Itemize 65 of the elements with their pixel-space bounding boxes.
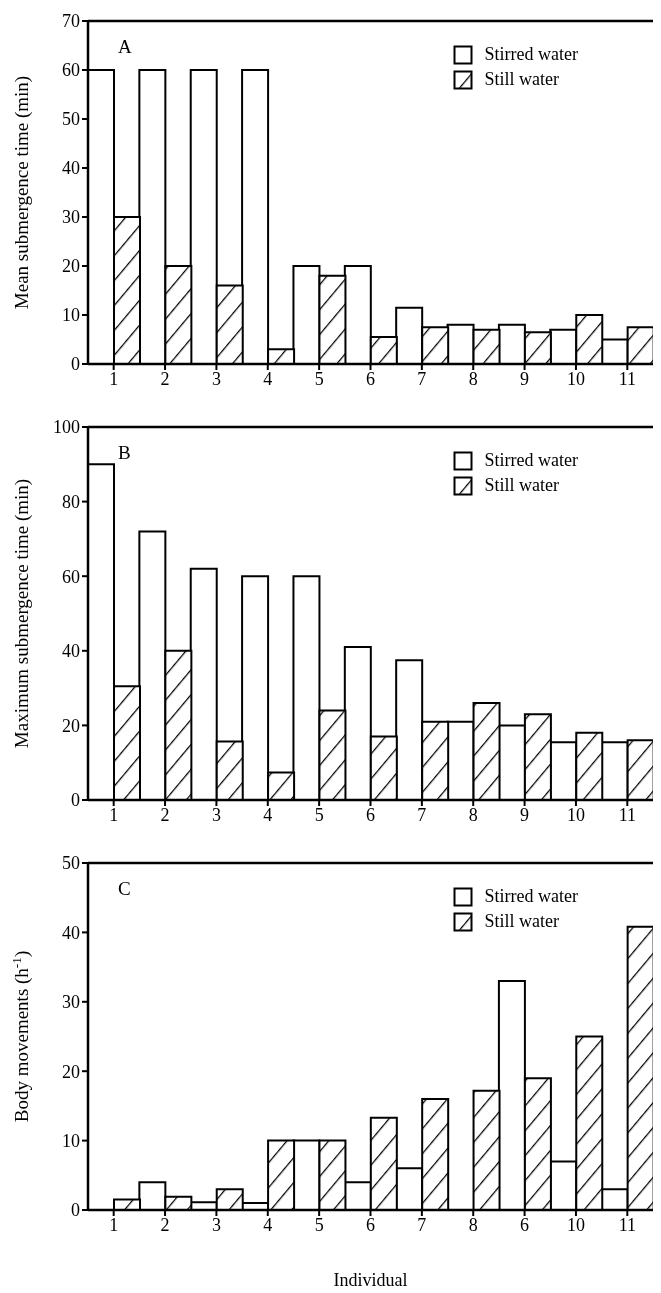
x-tick-label: 2	[160, 804, 170, 825]
y-axis-title: Mean submergence time (min)	[11, 75, 33, 310]
x-tick-label: 11	[618, 1214, 636, 1235]
x-tick-label: 5	[314, 1214, 324, 1235]
legend-label: Stirred water	[484, 450, 578, 471]
x-axis-title: Individual	[333, 1270, 408, 1290]
x-tick-label: 6	[366, 1214, 375, 1235]
x-tick-label: 6	[366, 804, 375, 825]
y-axis-title: Maximum submergence time (min)	[11, 478, 33, 749]
x-tick-label: 3	[211, 1214, 221, 1235]
x-tick-label: 5	[314, 368, 324, 389]
y-tick-label: 10	[62, 1130, 80, 1151]
y-tick-label: 80	[62, 491, 80, 512]
x-tick-label: 9	[520, 804, 530, 825]
y-tick-label: 0	[71, 1200, 80, 1221]
annotation: A	[118, 36, 132, 58]
y-tick-label: 20	[62, 256, 80, 277]
y-tick-label: 70	[62, 11, 80, 32]
x-tick-label: 1	[109, 804, 119, 825]
x-tick-label: 10	[566, 804, 585, 825]
legend-label: Still water	[484, 475, 560, 496]
x-tick-label: 9	[520, 368, 530, 389]
x-tick-label: 4	[263, 804, 273, 825]
x-tick-label: 3	[211, 804, 221, 825]
x-tick-label: 8	[468, 1214, 478, 1235]
y-tick-label: 30	[62, 992, 80, 1013]
x-tick-label: 1	[109, 368, 119, 389]
x-tick-label: 1	[109, 1214, 119, 1235]
y-tick-label: 30	[62, 207, 80, 228]
legend-label: Stirred water	[484, 44, 578, 65]
x-tick-label: 5	[314, 804, 324, 825]
x-tick-label: 6	[366, 368, 375, 389]
y-tick-label: 20	[62, 1061, 80, 1082]
x-tick-label: 11	[618, 804, 636, 825]
annotation: C	[118, 878, 131, 900]
x-tick-label: 10	[566, 1214, 585, 1235]
y-tick-label: 50	[62, 109, 80, 130]
x-tick-label: 2	[160, 368, 170, 389]
x-tick-label: 7	[417, 368, 427, 389]
x-tick-label: 6	[520, 1214, 530, 1235]
y-tick-label: 40	[62, 641, 80, 662]
y-tick-label: 20	[62, 715, 80, 736]
x-tick-label: 4	[263, 1214, 273, 1235]
y-tick-label: 0	[71, 354, 80, 375]
x-tick-label: 10	[566, 368, 585, 389]
y-tick-label: 100	[53, 417, 80, 438]
y-tick-label: 50	[62, 853, 80, 874]
legend-label: Stirred water	[484, 886, 578, 907]
annotation: B	[118, 442, 131, 464]
x-tick-label: 7	[417, 1214, 427, 1235]
x-tick-label: 2	[160, 1214, 170, 1235]
x-tick-label: 8	[468, 368, 478, 389]
legend-label: Still water	[484, 911, 560, 932]
x-tick-label: 11	[618, 368, 636, 389]
y-tick-label: 40	[62, 922, 80, 943]
y-tick-label: 0	[71, 790, 80, 811]
y-tick-label: 60	[62, 60, 80, 81]
legend-label: Still water	[484, 69, 560, 90]
y-tick-label: 40	[62, 158, 80, 179]
x-tick-label: 7	[417, 804, 427, 825]
x-tick-label: 8	[468, 804, 478, 825]
x-tick-label: 4	[263, 368, 273, 389]
x-tick-label: 3	[211, 368, 221, 389]
y-tick-label: 10	[62, 305, 80, 326]
y-tick-label: 60	[62, 566, 80, 587]
